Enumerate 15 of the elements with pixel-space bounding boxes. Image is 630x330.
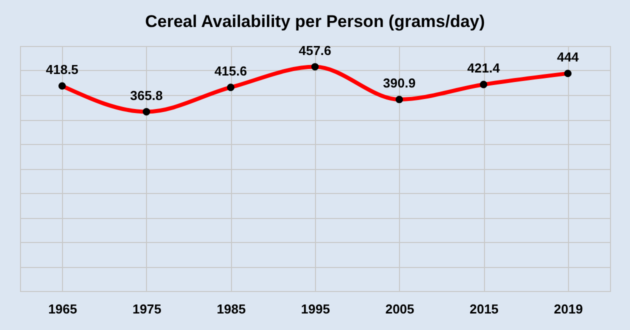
x-tick-label: 1995 — [301, 302, 330, 316]
data-label: 365.8 — [130, 88, 163, 103]
x-tick-label: 2015 — [470, 302, 499, 316]
x-tick-label: 1985 — [216, 302, 246, 316]
x-tick-label: 1975 — [132, 302, 162, 316]
x-tick-label: 2019 — [554, 302, 583, 316]
data-label: 421.4 — [467, 60, 501, 76]
data-label: 444 — [557, 49, 580, 64]
data-label: 457.6 — [298, 42, 332, 58]
data-label: 390.9 — [383, 75, 416, 90]
x-tick-label: 1965 — [48, 302, 78, 316]
data-label: 415.6 — [214, 63, 247, 78]
chart-title: Cereal Availability per Person (grams/day) — [145, 12, 485, 31]
x-tick-label: 2005 — [385, 302, 414, 316]
data-label: 418.5 — [46, 62, 78, 77]
